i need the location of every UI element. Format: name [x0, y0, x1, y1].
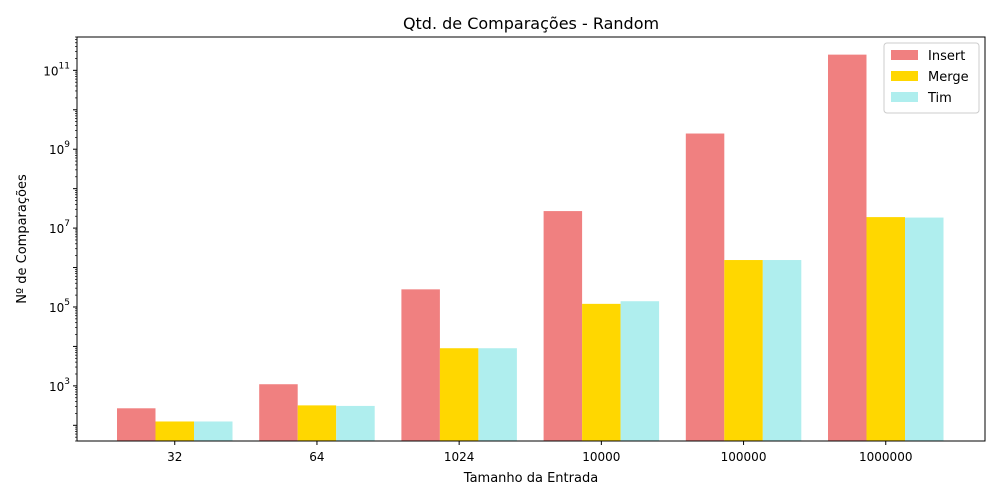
bar-merge-1000000	[866, 217, 905, 441]
x-tick-label: 100000	[721, 450, 767, 464]
bars-layer	[117, 54, 944, 442]
bar-insert-1024	[401, 289, 440, 441]
y-axis-ticks: 103 105 107 109 1011	[43, 36, 77, 442]
legend-label-merge: Merge	[928, 70, 969, 85]
y-tick-label: 105	[49, 298, 70, 315]
bar-tim-64	[336, 405, 375, 441]
x-tick-label: 64	[309, 450, 324, 464]
y-tick-label: 107	[49, 219, 70, 236]
legend-swatch-merge	[891, 71, 918, 81]
bar-insert-64	[259, 384, 298, 441]
x-tick-label: 1024	[444, 450, 475, 464]
x-tick-label: 1000000	[859, 450, 912, 464]
bar-insert-100000	[685, 133, 725, 441]
bar-merge-10000	[582, 303, 621, 441]
y-tick-label: 1011	[43, 61, 70, 78]
bar-merge-100000	[724, 260, 763, 441]
legend-swatch-tim	[891, 92, 918, 102]
legend-swatch-insert	[891, 50, 918, 60]
legend-label-insert: Insert	[928, 49, 965, 64]
bar-tim-32	[194, 421, 233, 441]
x-axis-ticks: 32 64 1024 10000 100000 1000000	[167, 441, 912, 464]
legend-label-tim: Tim	[927, 91, 952, 106]
legend: Insert Merge Tim	[883, 42, 980, 114]
bar-insert-1000000	[828, 54, 867, 442]
bar-tim-100000	[762, 260, 802, 441]
plot-frame	[76, 36, 986, 442]
bar-merge-32	[155, 421, 194, 441]
x-tick-label: 10000	[582, 450, 620, 464]
bar-insert-32	[117, 408, 156, 441]
bar-tim-1000000	[905, 217, 944, 441]
bar-insert-10000	[543, 211, 583, 441]
x-tick-label: 32	[167, 450, 182, 464]
x-axis-label: Tamanho da Entrada	[463, 471, 598, 486]
y-tick-label: 103	[49, 377, 70, 394]
chart-title: Qtd. de Comparações - Random	[403, 14, 659, 33]
bar-tim-10000	[620, 301, 660, 441]
y-axis-label: Nº de Comparações	[15, 174, 30, 304]
bar-merge-64	[297, 405, 337, 441]
bar-tim-1024	[478, 348, 517, 441]
bar-merge-1024	[439, 348, 479, 441]
y-tick-label: 109	[49, 140, 70, 157]
